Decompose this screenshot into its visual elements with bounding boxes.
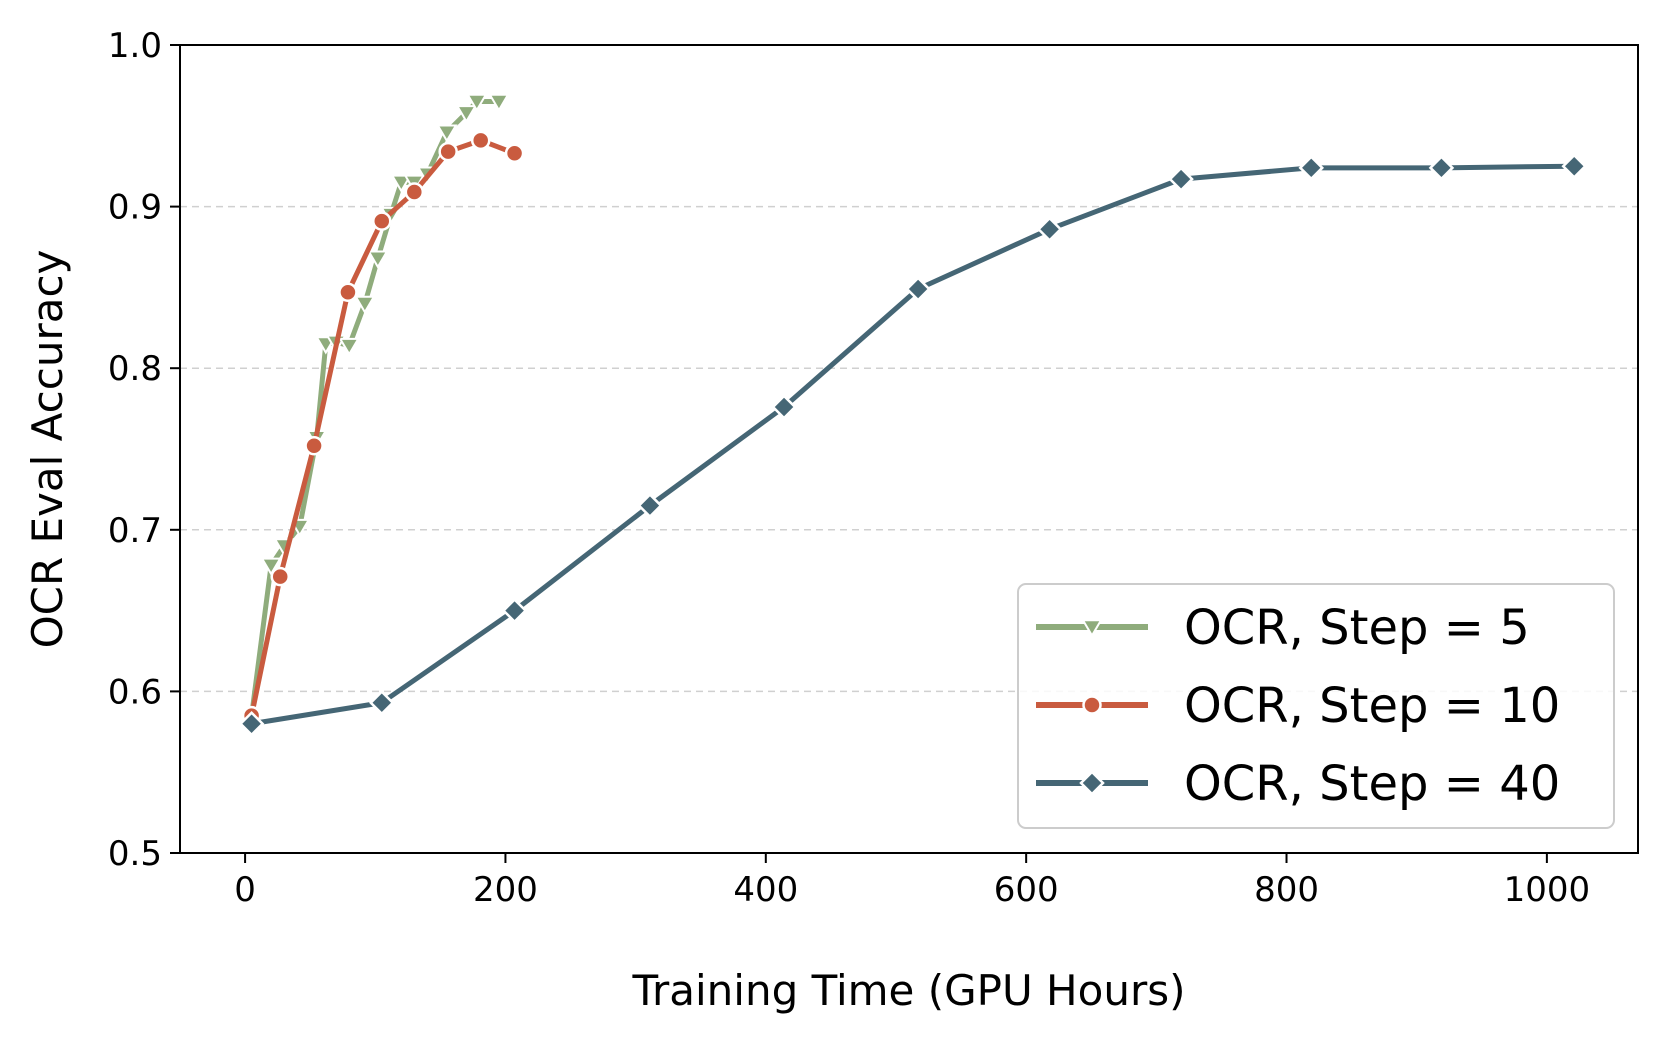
data-point [1168,166,1194,192]
series-3 [238,153,1587,737]
legend: OCR, Step = 5 OCR, Step = 10 OCR, Step = 4… [1017,583,1615,829]
data-point [338,337,360,357]
data-point [390,174,413,193]
y-axis-title: OCR Eval Accuracy [23,250,72,649]
legend-item: OCR, Step = 5 [1036,600,1530,656]
data-point [1561,153,1587,179]
series-layer [238,93,1587,737]
series-1 [240,93,510,727]
y-tick-label: 1.0 [108,26,162,66]
x-tick-label: 200 [473,870,538,910]
data-point [504,143,525,164]
x-tick-label: 400 [733,870,798,910]
y-tick-label: 0.8 [108,349,162,389]
data-point [1428,155,1455,181]
plot-frame [179,44,1639,854]
data-point [404,182,425,202]
legend-item: OCR, Step = 10 [1036,678,1560,734]
data-point [771,394,797,420]
y-tick-label: 0.7 [108,511,162,551]
y-tick-label: 0.9 [108,188,162,228]
data-point [354,295,376,315]
data-point [438,141,458,162]
data-point [488,93,510,113]
x-tick-label: 1000 [1504,870,1591,910]
data-point [1036,216,1063,242]
data-point [238,710,265,737]
legend-label: OCR, Step = 40 [1184,756,1560,812]
data-point [436,124,458,143]
legend-item: OCR, Step = 40 [1036,756,1560,812]
legend-box [1017,583,1615,829]
data-point [466,93,488,113]
data-point [905,276,931,302]
x-tick-label: 600 [994,870,1059,910]
data-point [338,282,358,302]
x-tick-label: 0 [234,870,256,910]
data-point [304,436,324,456]
data-point [470,130,491,151]
y-tick-label: 0.5 [108,834,162,874]
data-point [372,211,392,231]
axis-ticks: 0 200 400 600 800 1000 0.5 0.6 0.7 0.8 0.9 1.0 [108,26,1590,910]
data-point [260,557,282,576]
legend-marker [1082,695,1102,715]
x-tick-label: 800 [1254,870,1319,910]
legend-marker [1081,619,1103,638]
data-point [637,492,663,519]
legend-label: OCR, Step = 10 [1184,678,1560,734]
data-point [369,689,395,716]
data-point [367,250,389,269]
series-line [249,99,502,719]
x-axis-title: Training Time (GPU Hours) [632,966,1186,1015]
legend-label: OCR, Step = 5 [1184,600,1530,656]
data-point [1298,155,1325,181]
data-point [501,597,528,624]
y-tick-label: 0.6 [108,672,162,712]
data-point [270,566,290,587]
legend-marker [1079,770,1105,796]
data-point [455,105,478,124]
